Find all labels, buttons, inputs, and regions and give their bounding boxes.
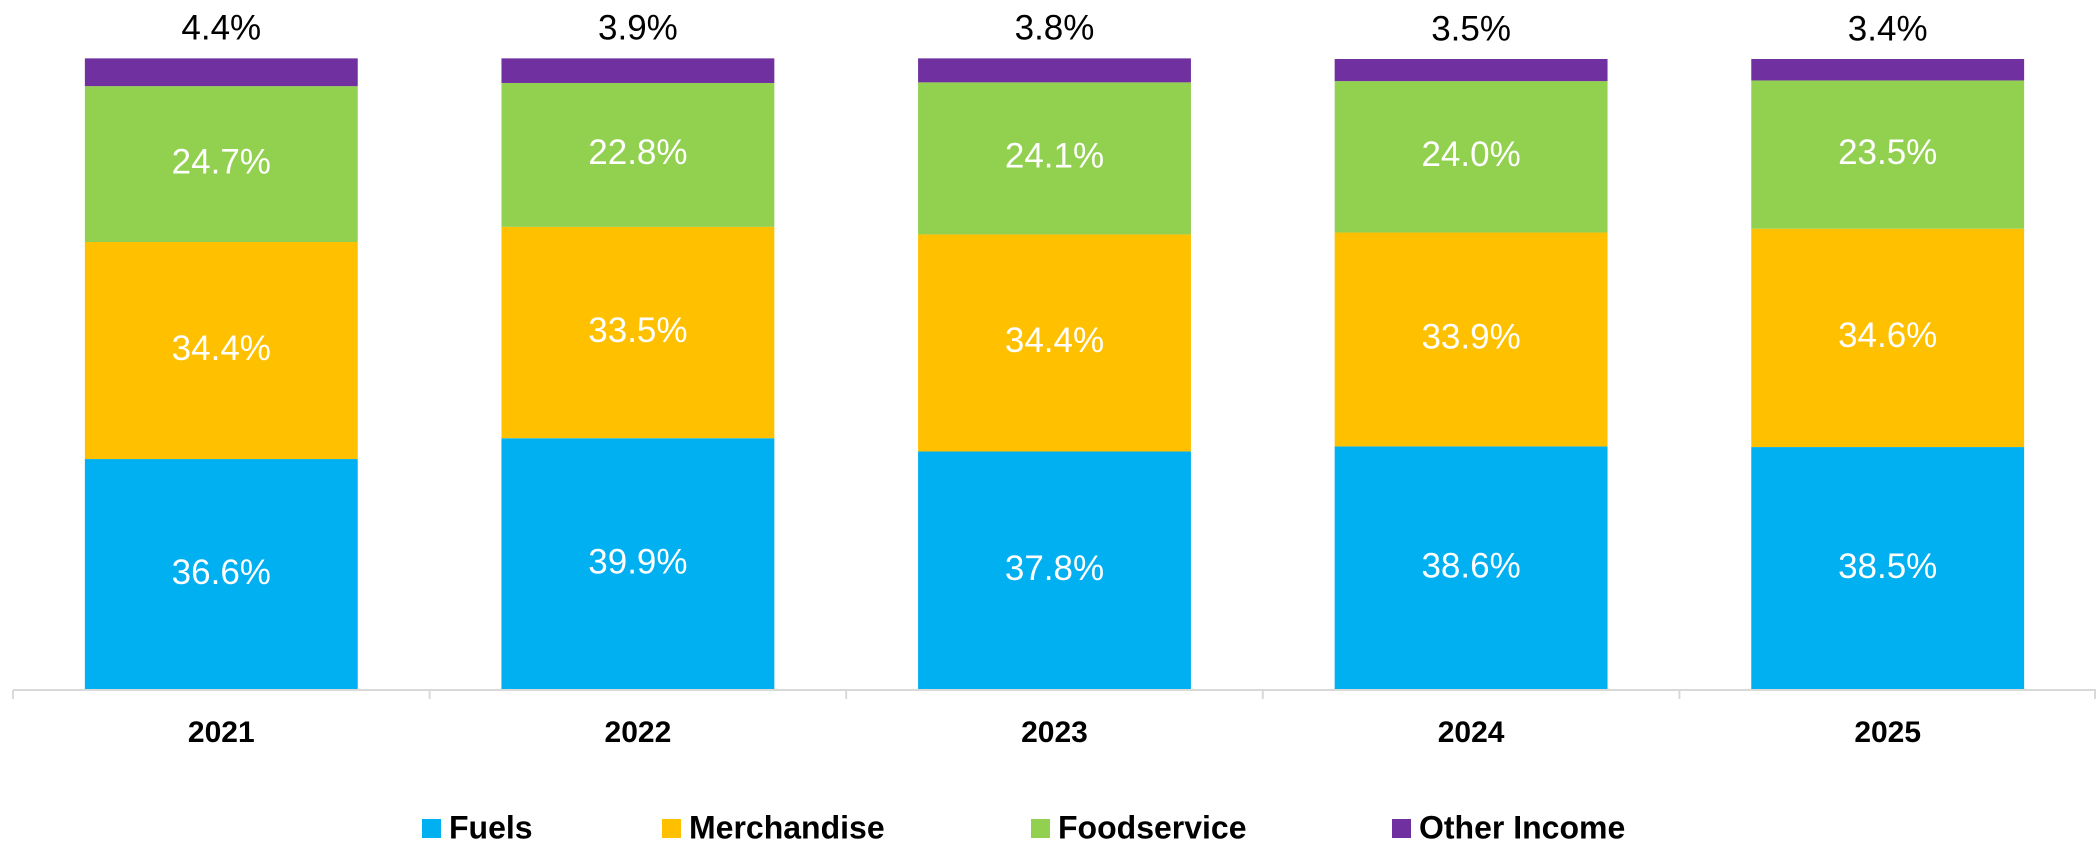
bar-segment [1751,59,2025,81]
legend-swatch [1392,819,1411,838]
bar-segment [84,241,358,460]
legend-label: Merchandise [689,809,885,845]
bar-segment [1751,228,2025,448]
data-label: 37.8% [1005,549,1104,588]
data-label: 24.0% [1421,135,1520,174]
bar-segment [918,234,1191,452]
bar-segment [501,58,775,83]
bar-segment [1334,81,1608,233]
legend-swatch [422,819,441,838]
data-label: 34.4% [172,329,271,368]
legend-swatch [1031,819,1050,838]
bar-segment [84,86,358,242]
bar-segment [84,58,358,87]
data-label: 3.5% [1431,9,1511,48]
data-label: 4.4% [181,9,261,48]
legend-label: Foodservice [1058,809,1247,845]
data-label: 3.9% [598,9,678,48]
bar-segment [501,226,775,439]
x-tick-label: 2022 [605,716,672,749]
x-tick-label: 2024 [1438,716,1505,749]
data-label: 24.1% [1005,137,1104,176]
data-label: 3.4% [1848,9,1928,48]
bar-segment [1751,447,2025,690]
legend-label: Other Income [1419,809,1625,845]
legend-swatch [662,819,681,838]
x-tick-label: 2021 [188,716,255,749]
bar-segment [1751,80,2025,229]
data-label: 33.9% [1421,318,1520,357]
data-label: 34.6% [1838,316,1937,355]
bar-segment [918,58,1191,83]
bar-segment [1334,59,1608,82]
bar-segment [501,438,775,690]
data-label: 24.7% [172,142,271,181]
bar-segment [1334,446,1608,690]
bar-segment [918,82,1191,235]
x-tick-label: 2025 [1854,716,1921,749]
data-label: 23.5% [1838,133,1937,172]
data-label: 22.8% [588,133,687,172]
bar-segment [501,82,775,227]
data-label: 38.6% [1421,546,1520,585]
data-label: 38.5% [1838,547,1937,586]
data-label: 39.9% [588,542,687,581]
data-label: 34.4% [1005,321,1104,360]
data-label: 3.8% [1015,9,1095,48]
data-label: 36.6% [172,553,271,592]
legend-label: Fuels [449,809,533,845]
bar-segment [918,451,1191,690]
bar-segment [84,459,358,690]
x-tick-label: 2023 [1021,716,1088,749]
data-label: 33.5% [588,311,687,350]
bar-segment [1334,232,1608,447]
